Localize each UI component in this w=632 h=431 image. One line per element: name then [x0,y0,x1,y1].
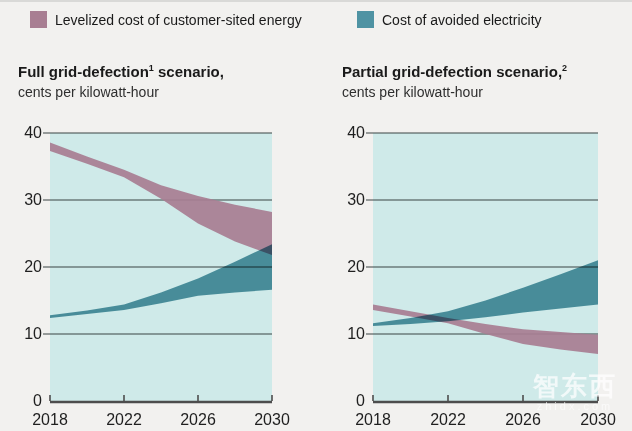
y-tick-label-40: 40 [8,123,42,143]
right-chart-title: Partial grid-defection scenario,2 cents … [342,63,567,100]
x-tick-label-2030: 2030 [574,410,622,430]
y-tick-label-10: 10 [331,324,365,344]
x-tick-label-2022: 2022 [424,410,472,430]
x-tick-label-2018: 2018 [349,410,397,430]
x-tick-label-2018: 2018 [26,410,74,430]
y-tick-label-0: 0 [331,391,365,411]
y-tick-label-40: 40 [331,123,365,143]
left-chart-canvas [40,129,276,409]
left-chart-plot [40,129,276,413]
left-chart-title-text: Full grid-defection1 scenario, [18,63,224,80]
energy-cost-infographic: Levelized cost of customer-sited energy … [0,0,632,431]
legend-label-levelized-cost: Levelized cost of customer-sited energy [55,12,302,28]
legend-item-levelized-cost: Levelized cost of customer-sited energy [30,11,302,28]
x-tick-label-2026: 2026 [499,410,547,430]
x-tick-label-2022: 2022 [100,410,148,430]
y-tick-label-10: 10 [8,324,42,344]
x-tick-label-2026: 2026 [174,410,222,430]
y-tick-label-20: 20 [8,257,42,277]
footnote-marker-2: 2 [562,63,567,73]
right-chart-canvas [363,129,602,409]
legend-item-avoided-electricity: Cost of avoided electricity [357,11,542,28]
y-tick-label-30: 30 [331,190,365,210]
y-tick-label-30: 30 [8,190,42,210]
y-tick-label-0: 0 [8,391,42,411]
right-chart-subtitle: cents per kilowatt-hour [342,84,567,100]
right-chart-plot [363,129,602,413]
x-tick-label-2030: 2030 [248,410,296,430]
avoided-electricity-swatch-icon [357,11,374,28]
left-chart-title: Full grid-defection1 scenario, cents per… [18,63,224,100]
levelized-cost-swatch-icon [30,11,47,28]
left-chart-subtitle: cents per kilowatt-hour [18,84,224,100]
legend-label-avoided-electricity: Cost of avoided electricity [382,12,542,28]
y-tick-label-20: 20 [331,257,365,277]
right-chart-title-text: Partial grid-defection scenario,2 [342,63,567,80]
